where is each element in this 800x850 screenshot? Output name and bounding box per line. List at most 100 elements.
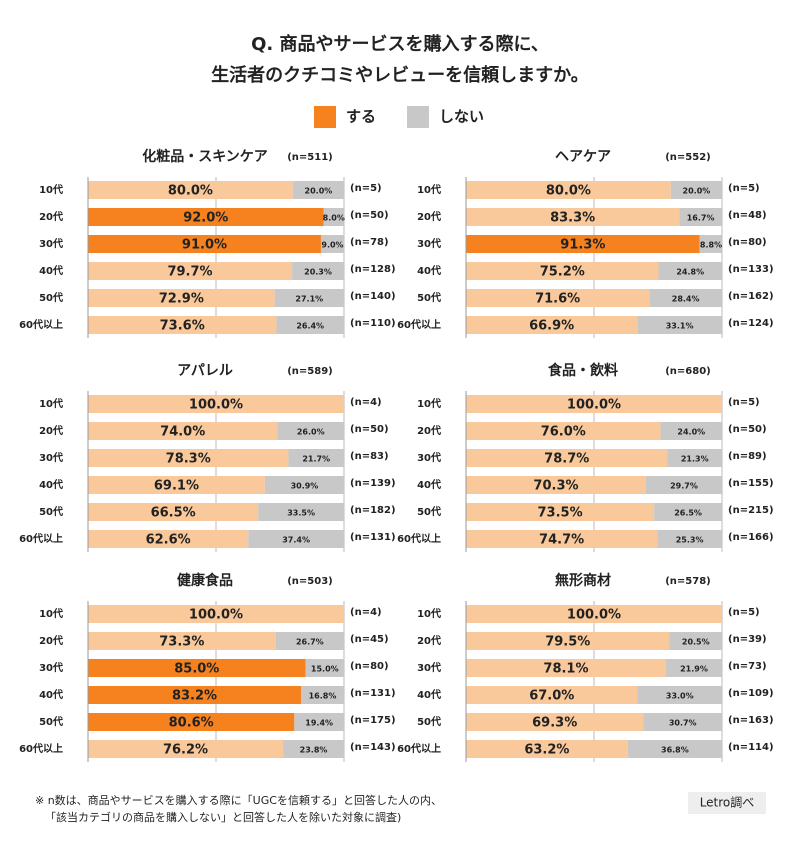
value-label: 21.3% [681,455,709,464]
panel-title: アパレル [177,363,233,379]
bar-segment [466,422,661,440]
value-label: 33.5% [287,509,315,518]
category-label: 50代 [39,291,63,304]
value-label: 69.3% [532,716,577,731]
bar-segment [466,659,666,677]
value-label: 76.2% [163,743,208,758]
value-label: 100.0% [189,398,243,413]
value-label: 85.0% [174,662,219,677]
sample-size: (n=4) [350,397,382,408]
category-label: 50代 [417,291,441,304]
value-label: 8.0% [323,214,345,223]
category-label: 20代 [39,210,63,223]
bar-segment [300,686,344,704]
sample-size: (n=5) [728,183,760,194]
sample-size: (n=133) [728,264,774,275]
value-label: 72.9% [159,292,204,307]
value-label: 19.4% [305,719,333,728]
value-label: 100.0% [189,608,243,623]
value-label: 75.2% [540,265,585,280]
panel-title: 無形商材 [555,572,611,589]
bar-segment [323,208,344,226]
bar-segment [88,605,344,623]
category-label: 40代 [417,688,441,701]
bar-segment [275,632,344,650]
category-label: 20代 [417,210,441,223]
value-label: 74.7% [539,533,584,548]
bar-segment [283,740,344,758]
bar-segment [466,713,644,731]
category-label: 40代 [417,478,441,491]
bar-segment [658,262,722,280]
category-label: 60代以上 [397,532,441,545]
category-label: 30代 [417,237,441,250]
sample-size: (n=45) [350,634,389,645]
value-label: 24.0% [677,428,705,437]
value-label: 26.4% [296,322,324,331]
category-label: 40代 [417,264,441,277]
sample-size: (n=155) [728,478,774,489]
sample-size: (n=163) [728,715,774,726]
value-label: 78.3% [166,452,211,467]
sample-size: (n=162) [728,291,774,302]
bar-segment [466,262,659,280]
category-label: 60代以上 [397,318,441,331]
value-label: 21.9% [680,665,708,674]
panel-title: 食品・飲料 [548,362,618,379]
bar-segment [670,181,722,199]
category-label: 50代 [39,715,63,728]
title-line: Q. 商品やサービスを購入する際に、 [251,33,549,55]
value-label: 66.9% [529,319,574,334]
bar-segment [88,632,276,650]
sample-size: (n=143) [350,742,396,753]
bar-segment [627,740,722,758]
title-line: 生活者のクチコミやレビューを信頼しますか。 [211,64,589,86]
bar-segment [88,262,293,280]
bar-segment [466,605,722,623]
sample-size: (n=89) [728,451,767,462]
value-label: 74.0% [160,425,205,440]
value-label: 9.0% [321,241,343,250]
value-label: 91.3% [560,238,605,253]
sample-size: (n=83) [350,451,389,462]
sample-size: (n=131) [350,688,396,699]
category-label: 60代以上 [19,742,63,755]
bar-segment [264,476,344,494]
panel-title: 化粧品・スキンケア [142,148,268,165]
category-label: 20代 [39,424,63,437]
bar-segment [466,449,668,467]
value-label: 83.2% [172,689,217,704]
value-label: 28.4% [672,295,700,304]
value-label: 83.3% [550,211,595,226]
bar-segment [88,422,278,440]
bar-segment [88,686,301,704]
legend-label: しない [439,108,484,126]
sample-size: (n=124) [728,318,774,329]
bar-segment [88,530,249,548]
category-label: 30代 [39,661,63,674]
sample-size: (n=5) [728,397,760,408]
value-label: 16.8% [309,692,337,701]
sample-size: (n=139) [350,478,396,489]
footnote: 「該当カテゴリの商品を購入しない」と回答した人を除いた対象に調査) [45,810,401,824]
bar-segment [320,235,344,253]
bar-segment [248,530,344,548]
bar-segment [669,632,722,650]
bar-segment [88,740,284,758]
panel-subtitle: (n=589) [287,366,333,377]
category-label: 10代 [417,607,441,620]
category-label: 60代以上 [19,318,63,331]
category-label: 10代 [39,397,63,410]
sample-size: (n=128) [350,264,396,275]
value-label: 67.0% [529,689,574,704]
value-label: 20.0% [683,187,711,196]
value-label: 66.5% [151,506,196,521]
value-label: 76.0% [541,425,586,440]
sample-size: (n=80) [350,661,389,672]
panel-subtitle: (n=552) [665,152,711,163]
bar-segment [274,289,344,307]
sample-size: (n=73) [728,661,767,672]
footnote: ※ n数は、商品やサービスを購入する際に「UGCを信頼する」と回答した人の内、 [35,793,442,807]
category-label: 10代 [39,183,63,196]
